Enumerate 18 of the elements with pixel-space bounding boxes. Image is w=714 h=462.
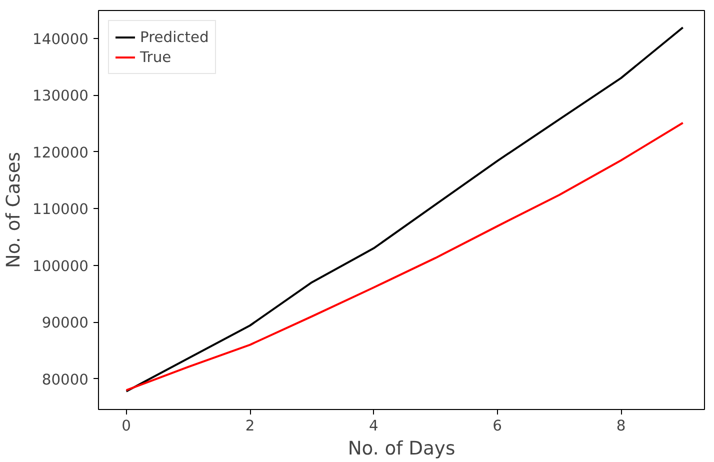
x-axis-title: No. of Days bbox=[348, 438, 456, 460]
y-tick-label: 140000 bbox=[32, 30, 89, 48]
y-tick-label: 100000 bbox=[32, 258, 89, 275]
x-tick-label: 6 bbox=[492, 418, 502, 434]
x-tick-label: 2 bbox=[245, 418, 255, 434]
line-series bbox=[125, 26, 684, 392]
x-tick-label: 8 bbox=[616, 418, 626, 434]
y-axis-title: No. of Cases bbox=[4, 152, 25, 268]
y-tick-label: 80000 bbox=[42, 371, 88, 388]
x-tick-label: 0 bbox=[122, 418, 131, 434]
y-tick-label: 90000 bbox=[42, 314, 88, 332]
y-tick-label: 120000 bbox=[32, 144, 89, 162]
line-series bbox=[125, 122, 684, 392]
x-tick-label: 4 bbox=[369, 418, 378, 434]
legend-label: True bbox=[140, 48, 172, 66]
y-tick-label: 130000 bbox=[32, 88, 89, 105]
y-tick-label: 110000 bbox=[32, 201, 89, 218]
legend-label: Predicted bbox=[140, 28, 209, 46]
